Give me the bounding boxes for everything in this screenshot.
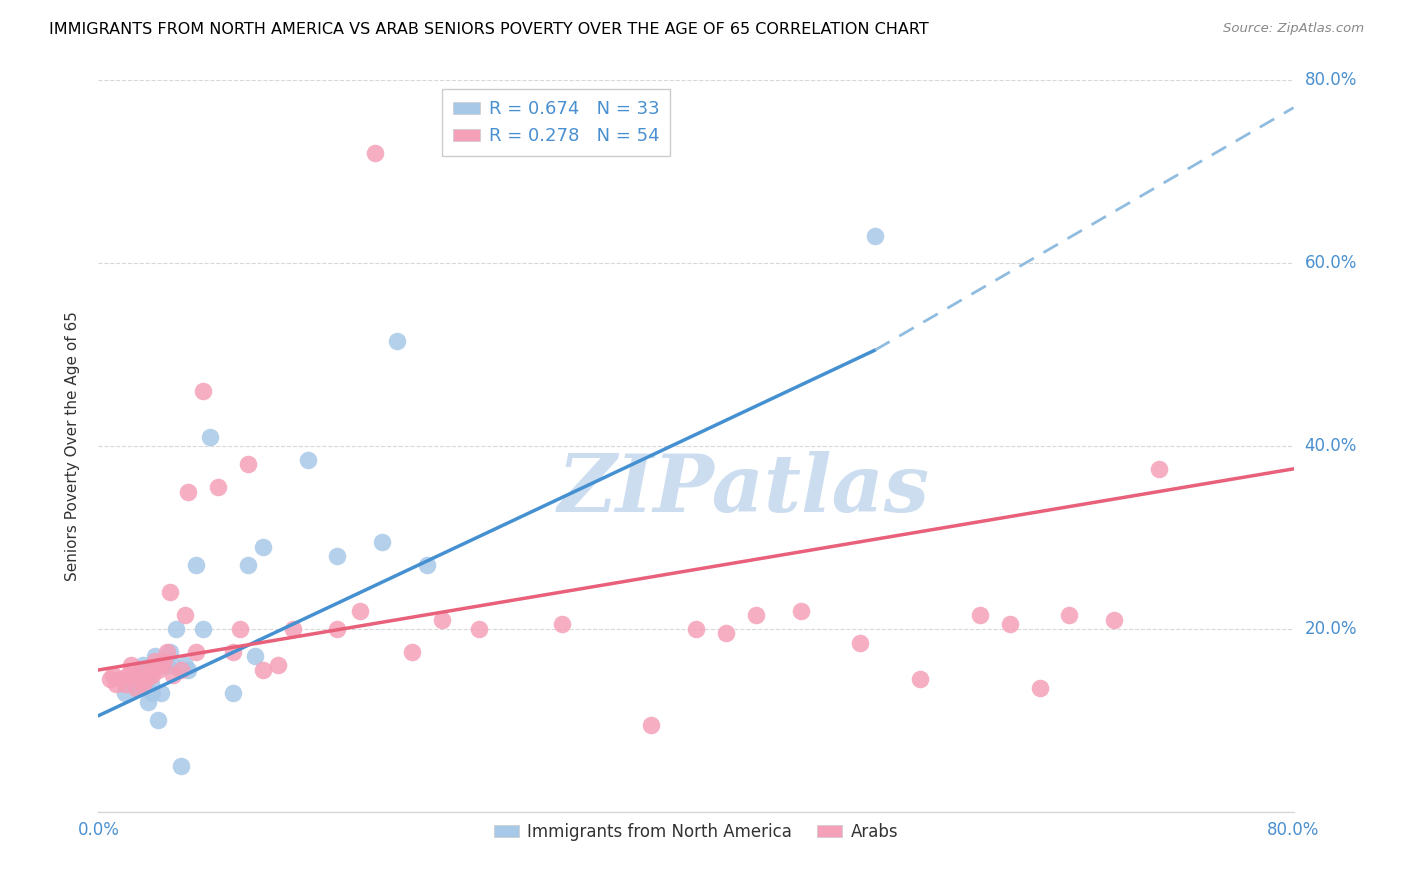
Point	[849, 635, 872, 649]
Point	[184, 645, 207, 659]
Point	[222, 645, 245, 659]
Point	[252, 663, 274, 677]
Point	[148, 714, 170, 728]
Point	[1059, 608, 1081, 623]
Point	[1104, 613, 1126, 627]
Point	[468, 622, 491, 636]
Point	[401, 645, 423, 659]
Point	[174, 658, 197, 673]
Point	[685, 622, 707, 636]
Point	[714, 626, 737, 640]
Point	[150, 658, 173, 673]
Point	[416, 558, 439, 572]
Point	[125, 681, 148, 696]
Point	[129, 667, 152, 681]
Point	[200, 430, 222, 444]
Text: ZIPatlas: ZIPatlas	[558, 451, 929, 529]
Point	[745, 608, 768, 623]
Point	[998, 617, 1021, 632]
Point	[143, 654, 166, 668]
Point	[132, 658, 155, 673]
Point	[236, 558, 259, 572]
Point	[159, 645, 181, 659]
Point	[371, 535, 394, 549]
Point	[385, 334, 409, 348]
Point	[135, 663, 157, 677]
Point	[136, 667, 159, 681]
Point	[156, 658, 179, 673]
Point	[169, 663, 191, 677]
Point	[1028, 681, 1050, 696]
Text: 60.0%: 60.0%	[1305, 254, 1357, 272]
Point	[184, 558, 207, 572]
Point	[191, 384, 214, 398]
Point	[125, 681, 148, 696]
Point	[110, 672, 132, 686]
Point	[789, 603, 811, 617]
Point	[129, 663, 152, 677]
Point	[245, 649, 267, 664]
Point	[156, 645, 179, 659]
Point	[969, 608, 991, 623]
Point	[252, 540, 274, 554]
Point	[143, 649, 166, 664]
Text: 40.0%: 40.0%	[1305, 437, 1357, 455]
Point	[139, 676, 162, 690]
Point	[141, 686, 163, 700]
Point	[120, 672, 142, 686]
Point	[153, 658, 176, 673]
Point	[267, 658, 290, 673]
Point	[114, 686, 136, 700]
Point	[114, 676, 136, 690]
Point	[364, 146, 387, 161]
Point	[98, 672, 122, 686]
Point	[326, 549, 349, 563]
Point	[117, 667, 139, 681]
Point	[640, 718, 662, 732]
Text: 80.0%: 80.0%	[1305, 71, 1357, 89]
Point	[297, 452, 319, 467]
Point	[550, 617, 572, 632]
Text: Source: ZipAtlas.com: Source: ZipAtlas.com	[1223, 22, 1364, 36]
Point	[150, 686, 173, 700]
Text: 20.0%: 20.0%	[1305, 620, 1357, 638]
Point	[177, 663, 200, 677]
Point	[136, 695, 159, 709]
Point	[139, 663, 162, 677]
Point	[430, 613, 453, 627]
Point	[135, 672, 157, 686]
Point	[103, 667, 125, 681]
Point	[174, 608, 197, 623]
Point	[132, 676, 155, 690]
Point	[229, 622, 252, 636]
Point	[281, 622, 304, 636]
Y-axis label: Seniors Poverty Over the Age of 65: Seniors Poverty Over the Age of 65	[65, 311, 80, 581]
Point	[162, 667, 184, 681]
Point	[120, 658, 142, 673]
Point	[207, 480, 229, 494]
Point	[865, 228, 887, 243]
Point	[222, 686, 245, 700]
Point	[105, 676, 128, 690]
Point	[349, 603, 371, 617]
Point	[326, 622, 349, 636]
Point	[191, 622, 214, 636]
Point	[127, 667, 149, 681]
Point	[908, 672, 931, 686]
Point	[177, 484, 200, 499]
Point	[169, 759, 191, 773]
Point	[148, 663, 170, 677]
Point	[165, 622, 187, 636]
Point	[153, 654, 176, 668]
Text: IMMIGRANTS FROM NORTH AMERICA VS ARAB SENIORS POVERTY OVER THE AGE OF 65 CORRELA: IMMIGRANTS FROM NORTH AMERICA VS ARAB SE…	[49, 22, 929, 37]
Point	[162, 658, 184, 673]
Legend: Immigrants from North America, Arabs: Immigrants from North America, Arabs	[488, 816, 904, 847]
Point	[1147, 462, 1170, 476]
Point	[159, 585, 181, 599]
Point	[141, 667, 163, 681]
Point	[236, 457, 259, 471]
